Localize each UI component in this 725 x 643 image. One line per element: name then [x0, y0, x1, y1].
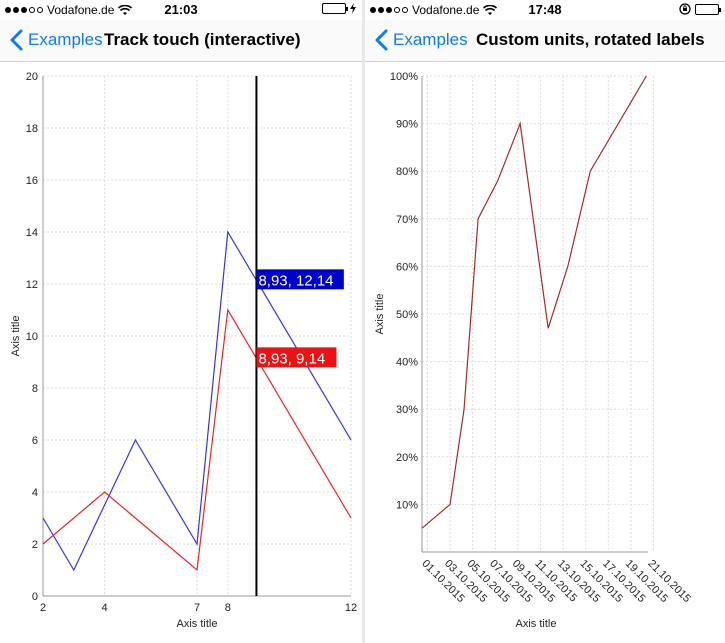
signal-icon [370, 7, 408, 13]
back-button[interactable]: Examples [6, 28, 103, 52]
y-tick-label: 8 [32, 383, 38, 395]
status-time: 17:48 [528, 2, 562, 17]
status-time: 21:03 [164, 2, 198, 17]
y-tick-label: 12 [26, 279, 38, 291]
chevron-left-icon [10, 29, 23, 51]
x-tick-label: 7 [194, 602, 200, 614]
y-tick-label: 0 [32, 591, 38, 603]
carrier-name: Vodafone.de [412, 3, 480, 17]
wifi-icon [118, 4, 133, 15]
screen-divider [362, 0, 365, 643]
y-tick-label: 50% [396, 309, 418, 321]
y-tick-label: 6 [32, 435, 38, 447]
y-tick-label: 30% [396, 404, 418, 416]
y-tick-label: 20% [396, 452, 418, 464]
touch-tooltip-label: 8,93, 9,14 [258, 350, 325, 367]
y-tick-label: 2 [32, 539, 38, 551]
touch-tooltip-box [256, 347, 337, 368]
y-tick-label: 16 [26, 175, 38, 187]
charging-icon [350, 3, 356, 14]
x-tick-label: 8 [225, 602, 231, 614]
y-tick-label: 18 [26, 123, 38, 135]
carrier-name: Vodafone.de [47, 3, 115, 17]
y-tick-label: 60% [396, 261, 418, 273]
signal-icon [5, 7, 43, 13]
back-button[interactable]: Examples [371, 28, 468, 52]
status-bar: Vodafone.de 21:03 [0, 0, 362, 20]
x-axis-title: Axis title [516, 618, 557, 630]
touch-tooltip-label: 8,93, 12,14 [258, 272, 333, 289]
left-screen: Vodafone.de 21:03 Examples Track touch (… [0, 0, 362, 643]
y-axis-title: Axis title [10, 316, 22, 357]
y-tick-label: 90% [396, 119, 418, 131]
y-tick-label: 10 [26, 331, 38, 343]
x-axis-title: Axis title [177, 618, 218, 630]
y-tick-label: 20 [26, 71, 38, 83]
page-title: Custom units, rotated labels [476, 30, 705, 49]
battery-icon [695, 3, 721, 15]
y-tick-label: 70% [396, 214, 418, 226]
y-tick-label: 10% [396, 499, 418, 511]
navigation-bar: Examples Track touch (interactive) [0, 20, 362, 62]
series-line [42, 230, 352, 572]
x-tick-label: 4 [102, 602, 108, 614]
battery-icon [322, 3, 348, 14]
wifi-icon [483, 4, 498, 15]
orientation-lock-icon [679, 3, 691, 15]
y-tick-label: 4 [32, 487, 38, 499]
y-tick-label: 100% [390, 71, 418, 83]
y-tick-label: 80% [396, 166, 418, 178]
page-title: Track touch (interactive) [104, 30, 301, 49]
x-tick-label: 12 [345, 602, 357, 614]
back-button-label: Examples [28, 30, 103, 49]
line-chart[interactable]: 10%20%30%40%50%60%70%80%90%100%01.10.201… [365, 62, 725, 643]
x-tick-label: 2 [40, 602, 46, 614]
series-line [421, 75, 647, 529]
y-tick-label: 14 [26, 227, 38, 239]
back-button-label: Examples [393, 30, 468, 49]
navigation-bar: Examples Custom units, rotated labels [365, 20, 725, 62]
status-bar: Vodafone.de 17:48 [365, 0, 725, 20]
y-axis-title: Axis title [374, 294, 386, 335]
series-line [42, 308, 352, 572]
touch-tooltip-box [256, 269, 344, 290]
y-tick-label: 40% [396, 357, 418, 369]
right-screen: Vodafone.de 17:48 Examples Custom units,… [365, 0, 725, 643]
chevron-left-icon [375, 29, 388, 51]
